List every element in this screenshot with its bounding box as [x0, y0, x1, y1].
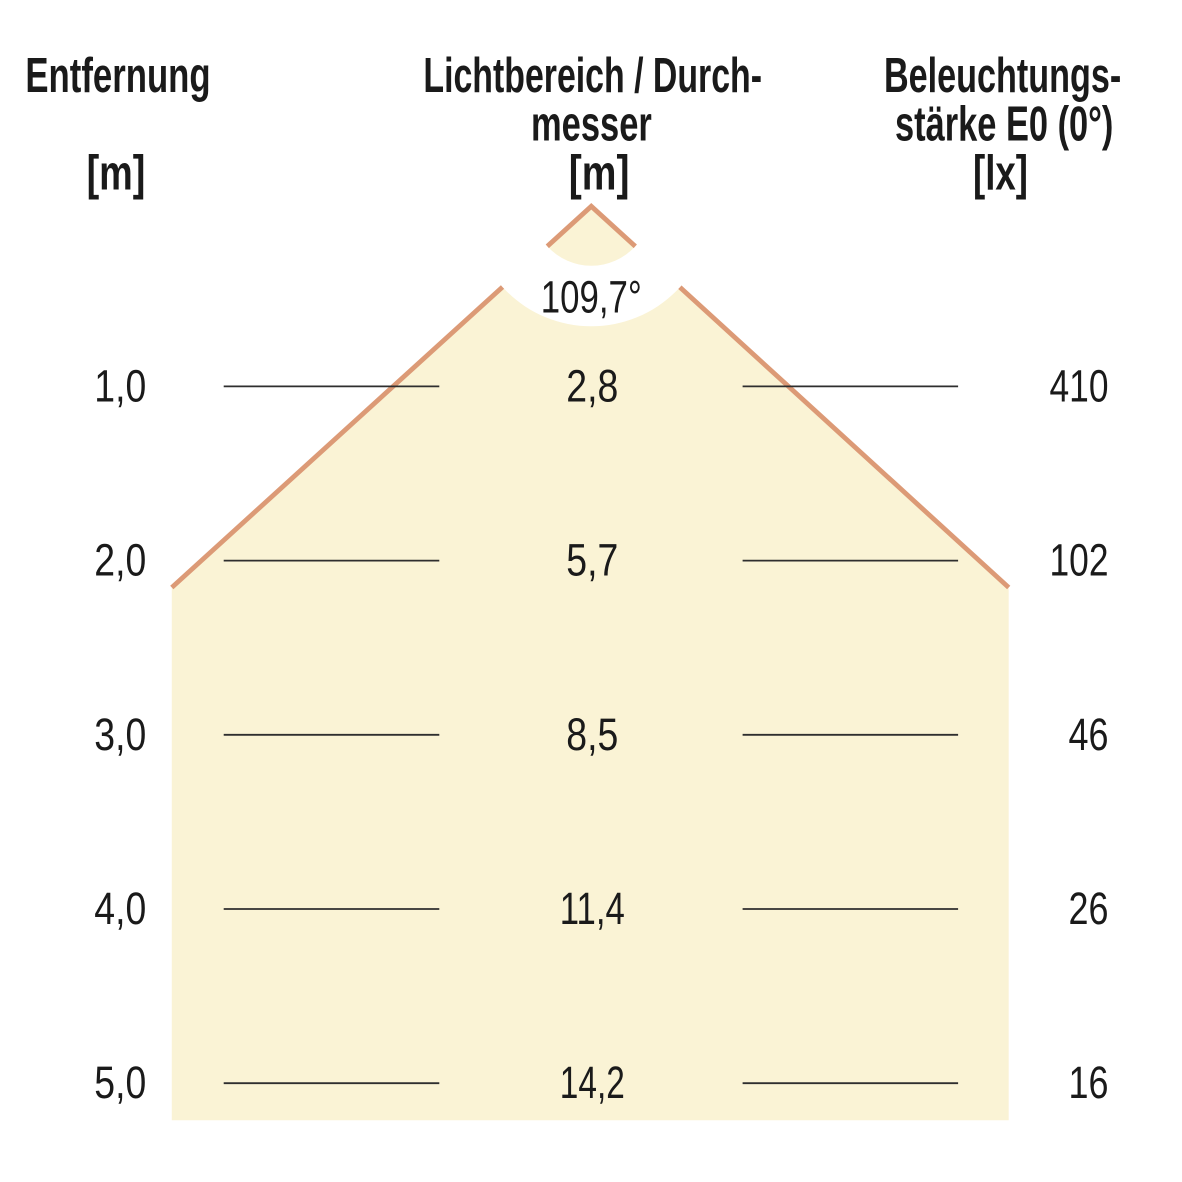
svg-text:messer: messer: [531, 97, 652, 151]
svg-text:102: 102: [1050, 535, 1109, 586]
svg-text:Lichtbereich / Durch-: Lichtbereich / Durch-: [423, 49, 762, 103]
svg-text:14,2: 14,2: [560, 1057, 625, 1108]
svg-text:Beleuchtungs-: Beleuchtungs-: [884, 49, 1121, 103]
svg-text:[m]: [m]: [87, 146, 146, 200]
svg-text:16: 16: [1069, 1057, 1109, 1108]
svg-text:5,0: 5,0: [94, 1057, 146, 1108]
svg-text:2,8: 2,8: [566, 360, 618, 411]
svg-text:[m]: [m]: [569, 146, 630, 200]
svg-text:1,0: 1,0: [94, 360, 146, 411]
svg-text:26: 26: [1069, 883, 1109, 934]
svg-text:410: 410: [1050, 360, 1109, 411]
svg-text:2,0: 2,0: [94, 535, 146, 586]
svg-text:[lx]: [lx]: [973, 146, 1028, 200]
svg-text:3,0: 3,0: [94, 709, 146, 760]
svg-text:stärke E0 (0°): stärke E0 (0°): [895, 97, 1113, 151]
svg-text:8,5: 8,5: [566, 709, 618, 760]
svg-text:11,4: 11,4: [560, 883, 625, 934]
svg-text:4,0: 4,0: [94, 883, 146, 934]
svg-text:46: 46: [1069, 709, 1109, 760]
svg-text:5,7: 5,7: [566, 535, 618, 586]
svg-text:109,7°: 109,7°: [541, 271, 642, 322]
svg-text:Entfernung: Entfernung: [25, 49, 210, 103]
